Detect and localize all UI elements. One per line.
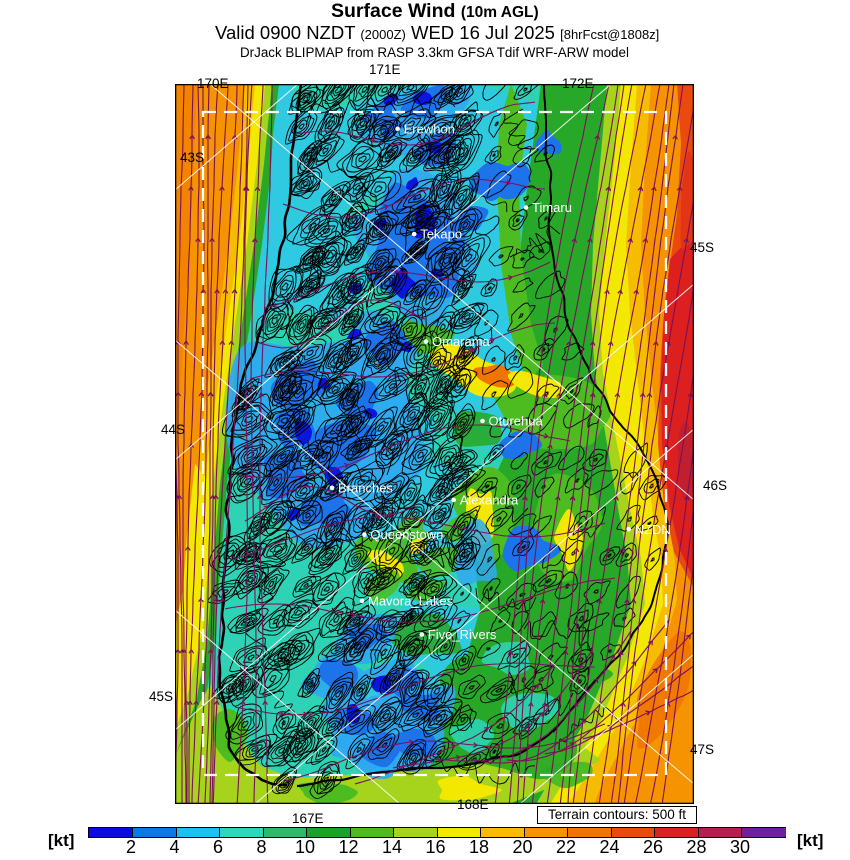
svg-text:Alexandra: Alexandra: [460, 493, 519, 508]
svg-text:Erewhon: Erewhon: [404, 121, 455, 136]
svg-text:Branches: Branches: [338, 480, 393, 495]
svg-text:Timaru: Timaru: [532, 200, 572, 215]
svg-text:Oturehua: Oturehua: [489, 414, 544, 429]
svg-text:NZDN: NZDN: [635, 522, 671, 537]
svg-text:Five_Rivers: Five_Rivers: [428, 627, 497, 642]
svg-text:Queenstown: Queenstown: [370, 527, 443, 542]
svg-text:Mavora_Lakes: Mavora_Lakes: [368, 593, 454, 608]
svg-text:Tekapo: Tekapo: [420, 227, 462, 242]
svg-text:Omarama: Omarama: [432, 334, 491, 349]
